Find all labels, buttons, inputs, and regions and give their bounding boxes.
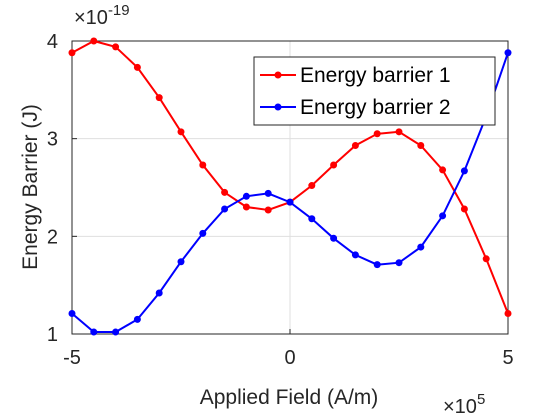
x-tick-label: 0 (284, 347, 295, 369)
legend: Energy barrier 1 Energy barrier 2 (253, 56, 496, 126)
legend-label-1: Energy barrier 1 (300, 64, 451, 87)
series-1-point (308, 182, 316, 190)
series-2-point (417, 243, 425, 251)
series-1-point (330, 161, 338, 169)
legend-marker-2 (274, 103, 282, 111)
series-2-point (242, 192, 250, 200)
series-1-point (351, 142, 359, 150)
y-axis-title: Energy Barrier (J) (19, 104, 42, 270)
axis-ticks: -5 0 5 1 2 3 4 (47, 31, 514, 369)
series-2-point (308, 215, 316, 223)
series-lines (68, 37, 512, 336)
y-tick-label: 1 (47, 324, 58, 346)
x-exponent-label: ×105 (443, 391, 485, 418)
series-1-point (199, 161, 207, 169)
series-2-point (155, 289, 163, 297)
series-1-point (504, 309, 512, 317)
series-2-point (373, 261, 381, 269)
y-tick-label: 3 (47, 129, 58, 151)
series-1-point (90, 37, 98, 45)
legend-label-2: Energy barrier 2 (300, 96, 451, 119)
y-tick-label: 2 (47, 226, 58, 248)
series-1-point (482, 255, 490, 263)
legend-marker-1 (274, 71, 282, 79)
series-1-point (68, 49, 76, 57)
series-2-point (221, 205, 229, 213)
series-2 (68, 49, 512, 336)
series-2-point (395, 259, 403, 267)
legend-box (253, 56, 496, 126)
series-1-point (155, 94, 163, 102)
series-1-point (417, 142, 425, 150)
x-tick-label: -5 (63, 347, 81, 369)
series-1-point (264, 206, 272, 214)
series-2-point (330, 234, 338, 242)
series-1-point (133, 63, 141, 71)
legend-entry-2: Energy barrier 2 (260, 96, 451, 119)
series-2-point (286, 198, 294, 206)
series-2-point (68, 309, 76, 317)
series-1-point (242, 203, 250, 211)
series-2-point (177, 258, 185, 266)
series-1-point (221, 188, 229, 196)
series-2-point (112, 328, 120, 336)
series-2-point (133, 315, 141, 323)
x-axis-title: Applied Field (A/m) (200, 386, 379, 409)
series-1-point (460, 205, 468, 213)
series-1-point (439, 166, 447, 174)
series-2-point (199, 229, 207, 237)
series-2-point (351, 251, 359, 259)
y-exponent-label: ×10-19 (74, 2, 130, 29)
series-2-point (439, 212, 447, 220)
series-2-point (504, 49, 512, 57)
y-tick-label: 4 (47, 31, 58, 53)
series-2-point (90, 328, 98, 336)
series-1-point (112, 43, 120, 51)
x-tick-label: 5 (502, 347, 513, 369)
series-1-point (373, 130, 381, 138)
series-2-point (264, 189, 272, 197)
series-1-point (177, 128, 185, 136)
series-2-point (460, 167, 468, 175)
series-1-point (395, 128, 403, 136)
legend-entry-1: Energy barrier 1 (260, 64, 451, 87)
